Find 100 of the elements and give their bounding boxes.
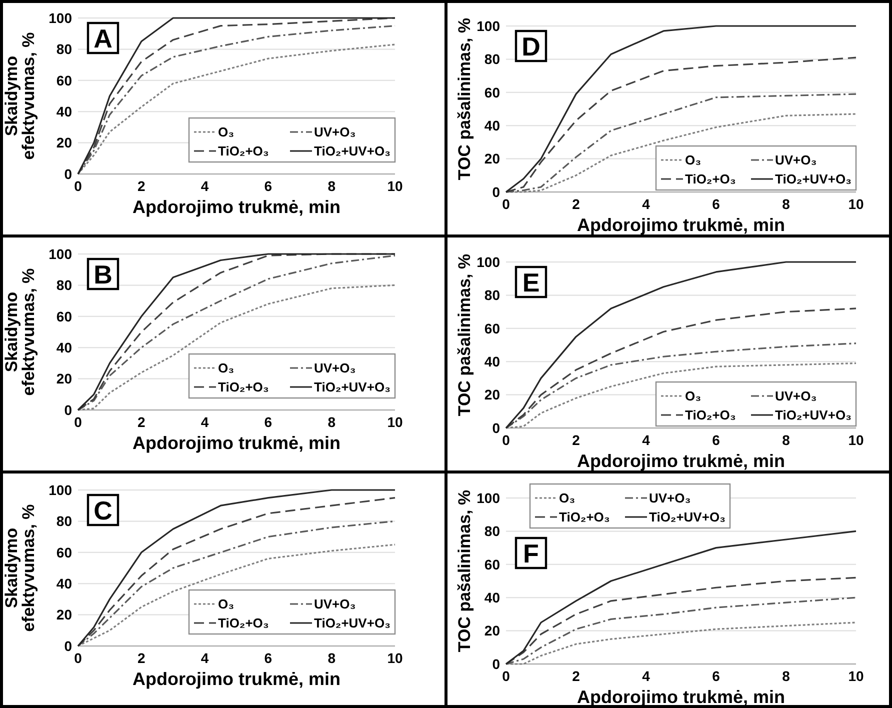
y-tick-label: 20 [56, 606, 72, 623]
y-tick-label: 80 [56, 41, 72, 58]
x-tick-label: 8 [328, 414, 336, 430]
x-tick-label: 4 [642, 432, 650, 448]
y-tick-label: 80 [484, 523, 500, 540]
y-tick-label: 20 [56, 370, 72, 387]
y-tick-label: 100 [476, 254, 500, 270]
chart-title: B [94, 259, 112, 290]
line-series [505, 342, 857, 429]
legend-label: O₃ [218, 360, 234, 376]
legend-label: TiO₂+UV+O₃ [649, 510, 726, 525]
x-axis-title: Apdorojimo trukmė, min [132, 669, 341, 689]
y-tick-label: 80 [484, 287, 500, 304]
text: F [523, 538, 539, 568]
y-tick-label: 100 [476, 18, 500, 34]
line-series [505, 308, 857, 429]
y-tick-label: 40 [56, 340, 72, 356]
line-series [505, 93, 857, 193]
y-tick-label: 40 [484, 590, 500, 606]
y-tick-label: 80 [484, 51, 500, 68]
legend-label: TiO₂+UV+O₃ [775, 408, 852, 423]
x-tick-label: 10 [848, 668, 864, 684]
y-tick-label: 80 [56, 277, 72, 294]
y-axis-title: TOC pašalinimas, % [455, 490, 474, 652]
line-series [505, 530, 857, 665]
line-series [505, 576, 857, 665]
x-axis-title: Apdorojimo trukmė, min [132, 197, 341, 217]
y-tick-label: 0 [64, 402, 72, 418]
legend-label: O₃ [218, 596, 234, 612]
x-tick-label: 6 [712, 196, 720, 212]
x-tick-label: 2 [138, 650, 146, 666]
chart-title: D [522, 31, 540, 62]
line-series [505, 25, 857, 193]
x-tick-label: 10 [387, 178, 403, 194]
x-tick-label: 10 [848, 196, 864, 212]
legend-label: O₃ [685, 152, 702, 168]
legend-label: TiO₂+O₃ [218, 380, 269, 395]
x-tick-label: 0 [74, 414, 82, 430]
x-tick-label: 0 [74, 650, 82, 666]
x-tick-label: 8 [782, 668, 790, 684]
x-axis-title: Apdorojimo trukmė, min [576, 687, 786, 707]
legend-label: TiO₂+UV+O₃ [775, 172, 852, 187]
chart-title: E [522, 267, 540, 298]
legend-label: O₃ [218, 124, 234, 140]
y-axis-title: TOC pašalinimas, % [455, 254, 474, 416]
line-series [505, 362, 857, 429]
legend-label: TiO₂+O₃ [218, 616, 269, 631]
legend-label: UV+O₃ [314, 360, 356, 376]
x-tick-label: 0 [74, 178, 82, 194]
x-tick-label: 4 [642, 196, 650, 212]
y-tick-label: 100 [48, 246, 72, 262]
y-tick-label: 0 [64, 638, 72, 654]
legend-label: TiO₂+UV+O₃ [314, 144, 391, 159]
y-tick-label: 60 [484, 84, 500, 100]
y-tick-label: 100 [48, 482, 72, 498]
x-tick-label: 2 [138, 414, 146, 430]
line-series [505, 622, 857, 665]
legend-label: UV+O₃ [314, 124, 356, 140]
y-axis-title: TOC pašalinimas, % [455, 18, 474, 180]
line-series [77, 544, 396, 647]
x-tick-label: 8 [782, 196, 790, 212]
chart-title: C [94, 495, 113, 526]
legend-label: TiO₂+O₃ [685, 172, 736, 187]
x-tick-label: 2 [572, 668, 580, 684]
x-tick-label: 0 [502, 432, 510, 448]
legend-label: UV+O₃ [775, 152, 817, 168]
y-tick-label: 40 [484, 118, 500, 134]
y-tick-label: 0 [64, 166, 72, 182]
y-tick-label: 80 [56, 513, 72, 530]
legend-label: UV+O₃ [314, 596, 356, 612]
x-tick-label: 2 [572, 196, 580, 212]
y-tick-label: 60 [56, 308, 72, 324]
line-series [505, 56, 857, 193]
x-tick-label: 0 [502, 196, 510, 212]
chart-title: A [94, 23, 113, 54]
legend-label: O₃ [559, 490, 576, 506]
x-axis-title: Apdorojimo trukmė, min [576, 451, 786, 471]
x-tick-label: 6 [264, 650, 272, 666]
x-tick-label: 6 [712, 668, 720, 684]
y-tick-label: 100 [48, 10, 72, 26]
x-tick-label: 10 [387, 414, 403, 430]
y-tick-label: 40 [484, 354, 500, 370]
x-tick-label: 8 [328, 178, 336, 194]
y-tick-label: 40 [56, 104, 72, 120]
legend-label: UV+O₃ [649, 490, 691, 506]
x-tick-label: 6 [264, 178, 272, 194]
y-axis-title: Skaidymo efektyvumas, % [2, 504, 38, 632]
y-tick-label: 40 [56, 576, 72, 592]
legend-label: UV+O₃ [775, 388, 817, 404]
x-tick-label: 8 [782, 432, 790, 448]
x-axis-title: Apdorojimo trukmė, min [576, 215, 786, 235]
legend-label: TiO₂+O₃ [218, 144, 269, 159]
y-axis-title: Skaidymo efektyvumas, % [2, 268, 38, 396]
x-tick-label: 4 [200, 650, 209, 666]
legend-label: O₃ [685, 388, 702, 404]
y-tick-label: 20 [56, 134, 72, 151]
line-series [505, 596, 857, 665]
y-tick-label: 60 [484, 320, 500, 336]
line-series [505, 113, 857, 193]
x-tick-label: 10 [848, 432, 864, 448]
